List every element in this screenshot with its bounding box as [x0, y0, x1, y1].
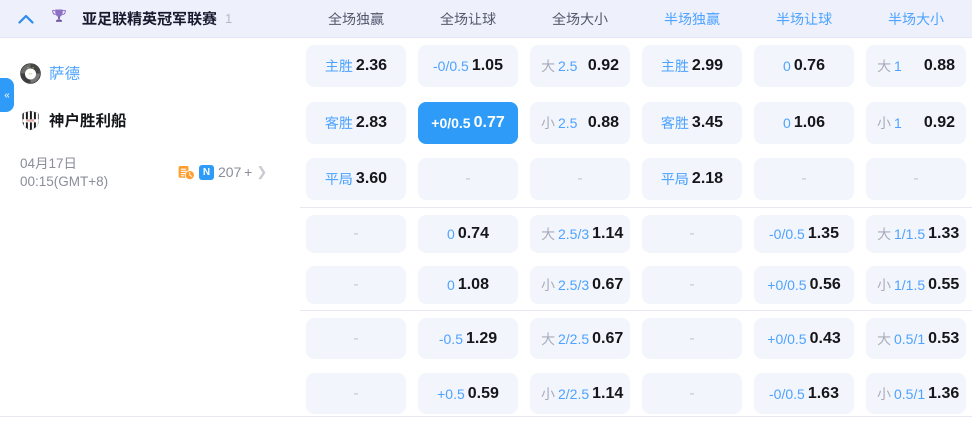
- svg-text:VISSEL: VISSEL: [26, 119, 35, 122]
